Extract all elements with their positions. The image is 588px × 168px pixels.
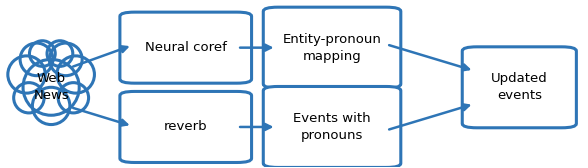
FancyBboxPatch shape bbox=[120, 12, 252, 83]
Ellipse shape bbox=[49, 43, 82, 76]
Ellipse shape bbox=[14, 83, 44, 113]
Ellipse shape bbox=[29, 41, 55, 66]
FancyBboxPatch shape bbox=[263, 87, 401, 167]
Text: reverb: reverb bbox=[164, 120, 208, 133]
Ellipse shape bbox=[47, 41, 73, 66]
Text: Entity-pronoun
mapping: Entity-pronoun mapping bbox=[283, 33, 382, 63]
Ellipse shape bbox=[58, 83, 89, 113]
Ellipse shape bbox=[8, 56, 45, 93]
Text: Updated
events: Updated events bbox=[491, 72, 547, 102]
Ellipse shape bbox=[57, 56, 95, 93]
FancyBboxPatch shape bbox=[120, 91, 252, 162]
FancyBboxPatch shape bbox=[263, 7, 401, 88]
Ellipse shape bbox=[32, 87, 70, 124]
FancyBboxPatch shape bbox=[462, 47, 576, 128]
Ellipse shape bbox=[20, 43, 53, 76]
Ellipse shape bbox=[23, 59, 79, 115]
Text: Web
News: Web News bbox=[34, 72, 69, 102]
Text: Events with
pronouns: Events with pronouns bbox=[293, 112, 371, 142]
Text: Neural coref: Neural coref bbox=[145, 41, 226, 54]
